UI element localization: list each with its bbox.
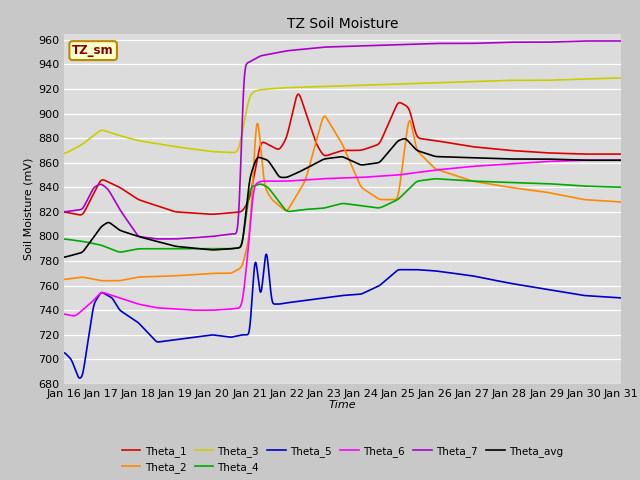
Theta_5 (60, 350, 68, 356)
Theta_5 (617, 295, 625, 301)
Theta_2 (318, 117, 326, 123)
Theta_2 (308, 153, 316, 159)
Theta_7 (617, 38, 625, 44)
Theta_avg (296, 168, 304, 174)
Theta_avg (60, 254, 68, 260)
Legend: Theta_1, Theta_2, Theta_3, Theta_4, Theta_5, Theta_6, Theta_7, Theta_avg: Theta_1, Theta_2, Theta_3, Theta_4, Thet… (118, 442, 567, 477)
Theta_3 (60, 150, 68, 156)
Theta_1 (319, 151, 326, 157)
Theta_4 (116, 249, 124, 255)
Theta_6 (617, 157, 625, 163)
Theta_3 (126, 135, 134, 141)
Theta_4 (126, 248, 134, 253)
Line: Theta_3: Theta_3 (64, 78, 621, 153)
Theta_2 (378, 197, 385, 203)
Theta_3 (377, 82, 385, 87)
Theta_6 (318, 176, 326, 181)
Theta_1 (104, 179, 111, 184)
Theta_4 (617, 184, 625, 190)
Theta_4 (432, 176, 440, 182)
Text: TZ_sm: TZ_sm (72, 44, 114, 57)
Theta_2 (126, 276, 134, 282)
Theta_6 (588, 157, 595, 163)
Theta_1 (378, 136, 385, 142)
Theta_1 (297, 96, 305, 101)
Theta_7 (159, 236, 166, 242)
Theta_2 (104, 278, 111, 284)
Theta_4 (308, 206, 316, 212)
Theta_7 (126, 221, 134, 227)
Theta_6 (104, 291, 111, 297)
Theta_avg (103, 220, 111, 226)
Theta_avg (377, 158, 385, 164)
Theta_1 (294, 91, 302, 97)
Theta_7 (103, 186, 111, 192)
Theta_4 (297, 207, 305, 213)
Line: Theta_6: Theta_6 (64, 160, 621, 316)
Theta_3 (103, 129, 111, 134)
Theta_7 (378, 42, 385, 48)
Theta_7 (308, 46, 316, 51)
Theta_1 (308, 130, 316, 135)
Theta_1 (126, 192, 134, 197)
Theta_avg (126, 231, 134, 237)
Theta_4 (103, 245, 111, 251)
Theta_2 (321, 113, 328, 119)
Y-axis label: Soil Moisture (mV): Soil Moisture (mV) (24, 157, 34, 260)
Theta_6 (60, 312, 68, 317)
Theta_avg (308, 163, 316, 168)
Theta_5 (297, 298, 305, 304)
Theta_7 (586, 38, 594, 44)
Line: Theta_7: Theta_7 (64, 41, 621, 239)
Theta_3 (318, 84, 326, 89)
Theta_5 (378, 281, 385, 287)
Theta_3 (617, 75, 625, 81)
Theta_5 (262, 252, 270, 257)
Theta_6 (297, 177, 305, 183)
Theta_2 (103, 278, 111, 284)
Theta_4 (60, 236, 68, 242)
Theta_6 (308, 177, 316, 182)
Title: TZ Soil Moisture: TZ Soil Moisture (287, 17, 398, 31)
Theta_7 (318, 45, 326, 50)
Theta_6 (378, 173, 385, 179)
Theta_4 (318, 205, 326, 211)
Theta_1 (76, 212, 84, 218)
Theta_2 (60, 276, 68, 282)
Theta_2 (617, 199, 625, 205)
Theta_avg (401, 136, 408, 142)
Theta_2 (297, 186, 305, 192)
Theta_5 (319, 295, 326, 301)
Theta_3 (308, 84, 316, 90)
Theta_avg (617, 157, 625, 163)
Theta_5 (126, 314, 134, 320)
Line: Theta_4: Theta_4 (64, 179, 621, 252)
Line: Theta_2: Theta_2 (64, 116, 621, 281)
Line: Theta_5: Theta_5 (64, 254, 621, 378)
Theta_7 (297, 47, 305, 52)
Theta_4 (378, 204, 385, 210)
Line: Theta_1: Theta_1 (64, 94, 621, 215)
Theta_1 (617, 151, 625, 157)
Theta_5 (104, 292, 111, 298)
Line: Theta_avg: Theta_avg (64, 139, 621, 257)
Theta_1 (60, 209, 68, 215)
Theta_6 (70, 313, 77, 319)
X-axis label: Time: Time (328, 400, 356, 410)
Theta_avg (318, 157, 326, 163)
Theta_5 (76, 375, 83, 381)
Theta_5 (308, 297, 316, 302)
Theta_6 (126, 299, 134, 304)
Theta_3 (296, 84, 304, 90)
Theta_7 (60, 209, 68, 215)
